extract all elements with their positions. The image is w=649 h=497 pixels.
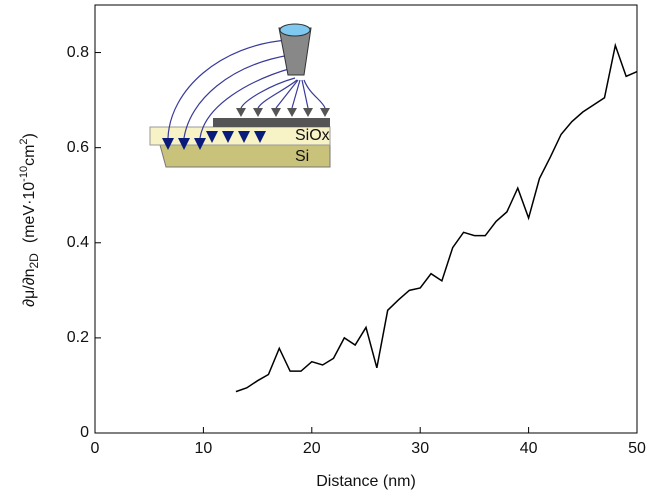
y-label-part: ) [21,133,38,138]
data-line [235,42,638,393]
x-tick-label: 50 [628,440,646,457]
y-axis-label: ∂μ/∂n2D (meV·10-10cm2) [18,133,41,307]
y-tick-label: 0.4 [67,234,89,251]
annotation: SiOx [295,127,330,144]
inset-diagram: SiOx Si [149,23,331,168]
field-lines [167,39,326,139]
gray-arrows [236,108,330,117]
x-tick-label: 40 [520,440,538,457]
y-label-part: (meV·10 [21,182,38,243]
y-label-sub: 2D [27,253,41,269]
x-tick-label: 0 [91,440,100,457]
y-label-part: ∂μ/∂n [21,269,38,307]
x-tick-label: 30 [411,440,429,457]
tip-top [279,23,311,37]
x-tick-label: 10 [195,440,213,457]
y-label-sup: -10 [18,166,30,182]
gate [213,118,330,127]
y-label-sup: 2 [18,138,30,144]
y-tick-label: 0 [80,424,89,441]
y-tick-label: 0.6 [67,139,89,156]
y-tick-label: 0.2 [67,329,89,346]
x-axis-label: Distance (nm) [316,473,416,490]
x-tick-label: 20 [303,440,321,457]
y-tick-label: 0.8 [67,44,89,61]
plot-frame [94,4,638,434]
y-label-part: cm [21,145,38,166]
blue-arrows [162,131,266,150]
annotation: Si [295,148,309,165]
